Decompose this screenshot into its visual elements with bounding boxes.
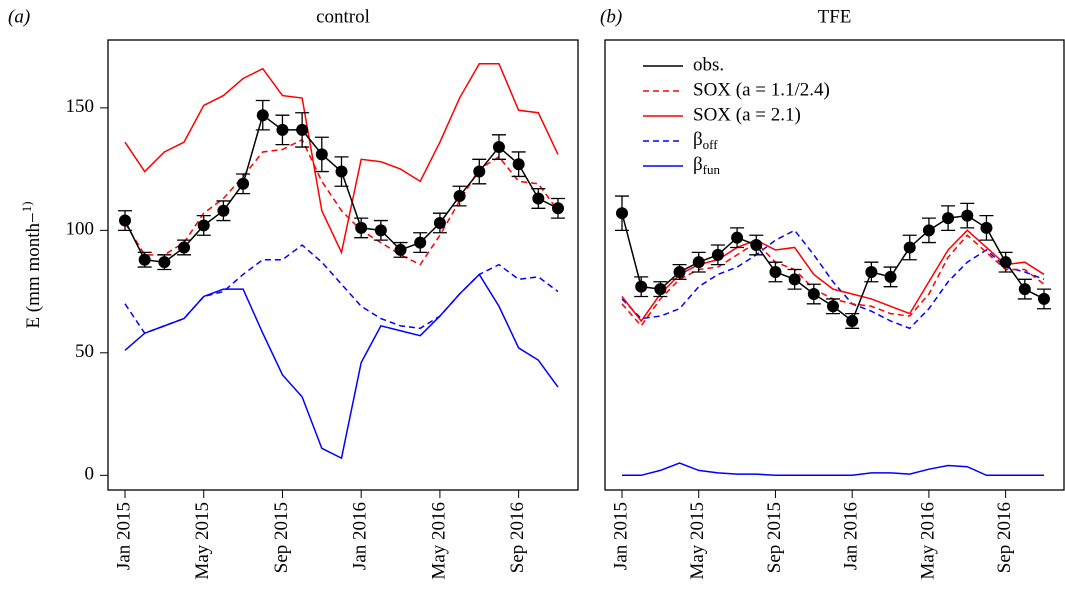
data-point (237, 177, 250, 190)
x-tick-label: Sep 2015 (764, 502, 785, 573)
data-point (731, 231, 744, 244)
data-point (616, 207, 628, 220)
data-point (846, 314, 859, 327)
data-point (942, 212, 955, 225)
x-tick-label: May 2015 (192, 502, 213, 580)
data-point (980, 221, 993, 234)
y-axis-label: E (mm month−1) (19, 201, 44, 328)
data-point (512, 158, 525, 171)
x-tick-label: May 2016 (428, 502, 449, 580)
legend-label: SOX (a = 2.1) (693, 104, 801, 125)
panel-title: TFE (818, 6, 852, 27)
series-line (124, 138, 559, 266)
data-point (335, 165, 348, 178)
data-point (217, 204, 230, 217)
data-point (453, 190, 466, 203)
data-point (673, 265, 686, 278)
series-line (621, 229, 1045, 323)
data-point (532, 192, 545, 205)
series-line (124, 63, 559, 255)
data-point (473, 165, 486, 178)
data-point (492, 141, 505, 154)
legend-label: βoff (693, 129, 718, 152)
x-tick-label: Jan 2016 (841, 502, 862, 570)
panel-title: control (316, 6, 370, 27)
series-line (622, 462, 1044, 477)
data-point (315, 148, 328, 161)
data-point (903, 241, 916, 254)
data-point (276, 123, 289, 136)
data-point (961, 209, 974, 222)
data-point (197, 219, 210, 232)
x-tick-label: Jan 2015 (113, 502, 134, 570)
plot-frame (604, 39, 1065, 491)
data-point (922, 224, 935, 237)
data-point (394, 243, 407, 256)
data-point (807, 288, 820, 301)
data-point (999, 256, 1012, 269)
legend-label: βfun (693, 154, 721, 177)
legend-label: SOX (a = 1.1/2.4) (693, 79, 830, 100)
x-tick-label: Jan 2015 (610, 502, 631, 570)
data-point (654, 283, 667, 296)
panel-label: (b) (600, 6, 622, 27)
data-point (1018, 283, 1031, 296)
data-point (178, 241, 191, 254)
data-point (884, 270, 897, 283)
y-tick-label: 50 (75, 341, 94, 362)
data-point (711, 248, 724, 261)
series-line (621, 229, 1045, 330)
x-tick-label: Jan 2016 (350, 502, 371, 570)
data-point (119, 214, 131, 227)
data-point (414, 236, 427, 249)
x-tick-label: Sep 2016 (994, 502, 1015, 573)
series-line (124, 244, 559, 335)
data-point (692, 256, 705, 269)
x-tick-label: Sep 2015 (271, 502, 292, 573)
x-tick-label: May 2015 (687, 502, 708, 580)
y-tick-label: 0 (85, 464, 95, 485)
data-point (769, 265, 782, 278)
x-tick-label: Sep 2016 (507, 502, 528, 573)
data-point (374, 224, 387, 237)
data-point (296, 123, 309, 136)
data-point (256, 109, 269, 122)
data-point (750, 239, 763, 252)
legend-label: obs. (693, 54, 724, 75)
x-tick-label: May 2016 (917, 502, 938, 580)
data-point (138, 253, 151, 266)
plot-frame (107, 39, 579, 491)
data-point (865, 265, 878, 278)
y-tick-label: 100 (66, 219, 95, 240)
data-point (788, 273, 801, 286)
data-point (158, 256, 171, 269)
y-tick-label: 150 (66, 96, 95, 117)
panel-label: (a) (8, 6, 30, 27)
data-point (1038, 292, 1050, 305)
data-point (433, 216, 446, 229)
data-point (355, 221, 368, 234)
data-point (552, 202, 564, 215)
series-line (124, 273, 559, 460)
data-point (827, 300, 839, 313)
data-point (635, 280, 648, 293)
